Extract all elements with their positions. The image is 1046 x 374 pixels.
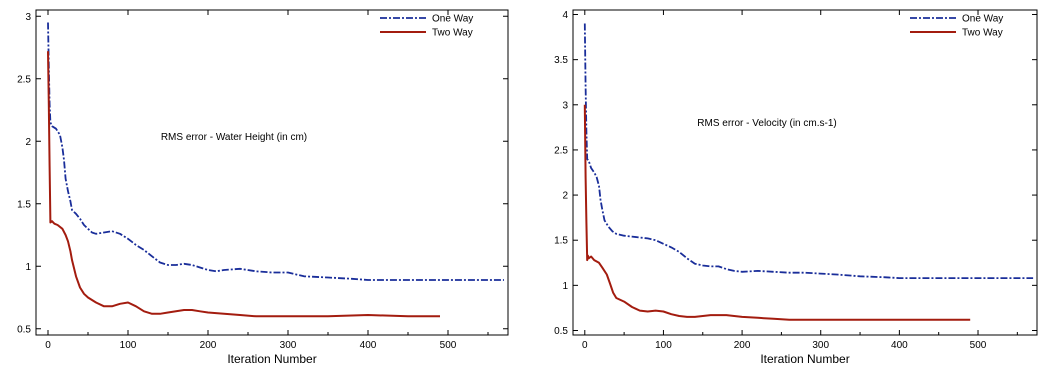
x-tick-label: 0 [582,340,588,351]
y-tick-label: 1 [25,262,31,273]
chart-panel-2: 0 100 200 300 400 500 0.5 1 1.5 2 2.5 3 3.5 4 Iteratio… [554,9,1038,366]
y-tick-label: 1.5 [17,199,31,210]
series-line-one-way [583,23,1034,279]
x-tick-label: 0 [45,340,51,351]
y-tick-label: 0.5 [17,324,31,335]
x-tick-label: 300 [280,340,297,351]
y-tick-label: 2.5 [554,145,568,156]
y-tick-label: 3.5 [554,55,568,66]
series-line-two-way [583,104,971,321]
legend-label: Two Way [962,28,1003,39]
x-tick-label: 400 [360,340,377,351]
plot-frame [572,9,1038,336]
y-tick-label: 2 [25,137,31,148]
chart-annotation: RMS error - Water Height (in cm) [161,132,307,143]
y-tick-label: 3 [562,100,568,111]
x-tick-label: 200 [200,340,217,351]
series-line-one-way [47,22,504,281]
x-tick-label: 200 [734,340,751,351]
legend-label: One Way [432,14,473,25]
x-tick-label: 500 [440,340,457,351]
y-tick-label: 3 [25,12,31,23]
y-tick-label: 4 [562,10,568,21]
x-tick-label: 100 [120,340,137,351]
series-line-two-way [47,51,440,318]
y-tick-label: 2.5 [17,74,31,85]
chart-panel-1: 0 100 200 300 400 500 0.5 1 1.5 2 2.5 3 Iteration Nu… [17,9,509,366]
y-tick-label: 2 [562,191,568,202]
x-tick-label: 400 [891,340,908,351]
x-axis-label: Iteration Number [760,352,849,366]
legend-label: Two Way [432,28,473,39]
x-tick-label: 500 [970,340,987,351]
plot-frame [35,9,509,336]
y-tick-label: 0.5 [554,326,568,337]
legend-label: One Way [962,14,1003,25]
x-axis-label: Iteration Number [227,352,316,366]
x-tick-label: 100 [655,340,672,351]
chart-annotation: RMS error - Velocity (in cm.s-1) [697,118,836,129]
y-tick-label: 1.5 [554,236,568,247]
x-tick-label: 300 [812,340,829,351]
y-tick-label: 1 [562,281,568,292]
